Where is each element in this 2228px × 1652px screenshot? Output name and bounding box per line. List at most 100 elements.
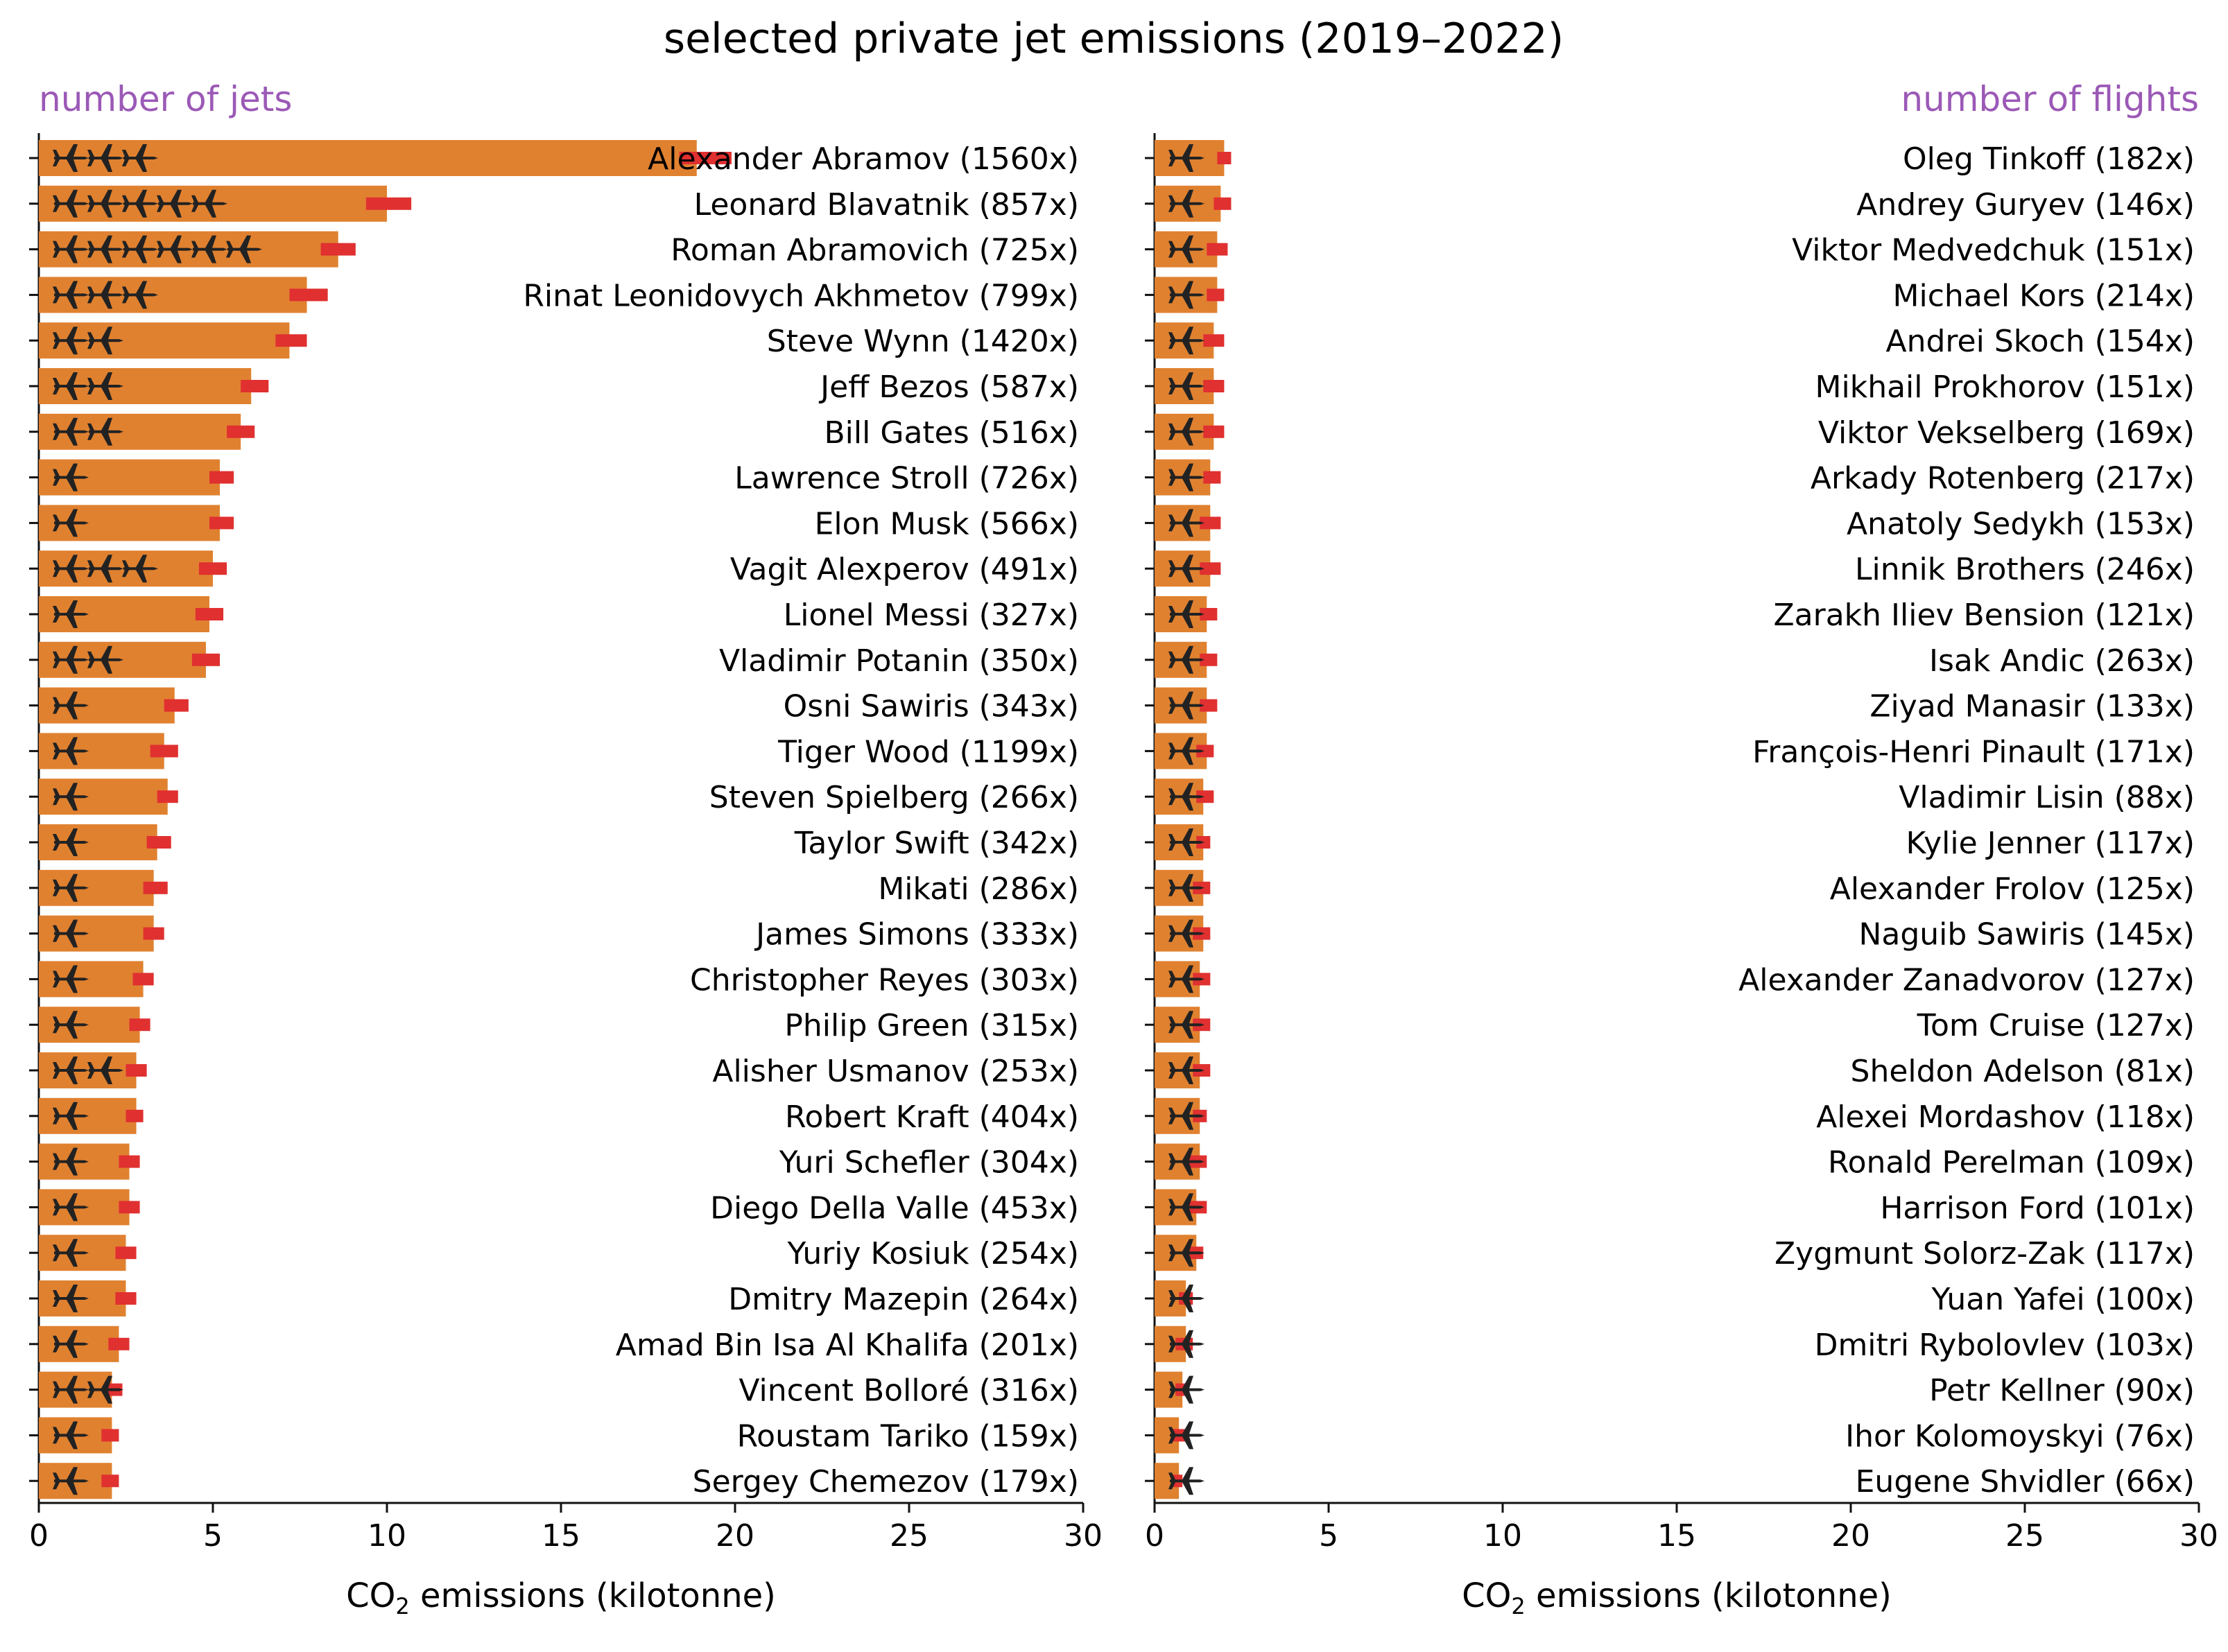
bar-row: Vladimir Potanin (350x) (29, 641, 1079, 679)
jet-icon (53, 828, 89, 856)
jet-icon (1168, 919, 1204, 948)
bar-row: Bill Gates (516x) (29, 413, 1080, 451)
bar-row: Harrison Ford (101x) (1145, 1189, 2195, 1226)
error-bar (108, 1337, 130, 1350)
bar-label: Viktor Medvedchuk (151x) (1792, 233, 2195, 268)
error-bar (115, 1292, 137, 1305)
jet-icon (1168, 965, 1204, 993)
jet-icon (53, 691, 89, 720)
error-bar (1214, 197, 1232, 210)
x-tick-label: 20 (1831, 1518, 1870, 1554)
error-bar (320, 243, 356, 256)
bar-row: Steven Spielberg (266x) (29, 779, 1079, 815)
x-tick-label: 0 (1145, 1518, 1164, 1554)
bar-label: Mikati (286x) (878, 871, 1079, 907)
bar-row: Leonard Blavatnik (857x) (29, 185, 1079, 223)
error-bar (241, 380, 269, 392)
error-bar (1200, 516, 1221, 530)
left-panel: number of jets 0 5 10 15 20 25 30 CO2 emissions … (29, 79, 1103, 1619)
jet-icon (53, 1330, 89, 1358)
panel-subtitle: number of jets (39, 79, 292, 119)
bar-row: Diego Della Valle (453x) (29, 1189, 1079, 1226)
bar-row: Roustam Tariko (159x) (29, 1417, 1079, 1454)
jet-icon (1168, 1147, 1204, 1176)
x-tick-label: 30 (1064, 1518, 1103, 1554)
bar-label: Alexei Mordashov (118x) (1816, 1099, 2195, 1135)
jet-icon (53, 144, 89, 172)
bar-label: Vincent Bolloré (316x) (739, 1373, 1079, 1409)
error-bar (1200, 653, 1218, 666)
bar-label: Arkady Rotenberg (217x) (1811, 461, 2195, 496)
error-bar (1196, 790, 1214, 803)
jet-icon (87, 144, 123, 172)
x-tick-label: 25 (890, 1518, 929, 1554)
bar-row: Linnik Brothers (246x) (1145, 550, 2195, 587)
bar-row: Dmitri Rybolovlev (103x) (1145, 1325, 2195, 1363)
jet-icon (191, 189, 227, 218)
bar-label: Bill Gates (516x) (824, 415, 1080, 451)
bar-row: Viktor Medvedchuk (151x) (1145, 231, 2195, 268)
bar-label: Sheldon Adelson (81x) (1851, 1054, 2195, 1089)
error-bar (209, 471, 234, 484)
jet-icon (53, 189, 89, 218)
bar-label: Amad Bin Isa Al Khalifa (201x) (616, 1328, 1079, 1363)
bar-label: Taylor Swift (342x) (794, 826, 1079, 861)
bar-row: Vincent Bolloré (316x) (29, 1371, 1079, 1409)
jet-icon (1168, 828, 1204, 856)
jet-icon (1168, 1102, 1204, 1130)
jet-icon (87, 1375, 123, 1404)
jet-icon (53, 372, 89, 400)
bar-label: Diego Della Valle (453x) (710, 1190, 1079, 1226)
bar-row: François-Henri Pinault (171x) (1145, 733, 2195, 770)
jet-icon (1168, 1011, 1204, 1039)
error-bar (209, 516, 234, 530)
error-bar (150, 745, 178, 758)
bar-row: Eugene Shvidler (66x) (1145, 1463, 2195, 1499)
bar-label: Eugene Shvidler (66x) (1856, 1464, 2195, 1499)
bar-label: Naguib Sawiris (145x) (1858, 917, 2195, 953)
bar-row: Alisher Usmanov (253x) (29, 1052, 1079, 1089)
bar-label: Steve Wynn (1420x) (767, 324, 1079, 359)
x-tick-label: 20 (716, 1518, 754, 1554)
jet-icon (1168, 1467, 1204, 1495)
bar-row: Naguib Sawiris (145x) (1145, 915, 2195, 953)
right-panel: number of flights 0 5 10 15 20 25 30 CO2 emissio… (1145, 79, 2218, 1619)
jet-icon (1168, 189, 1204, 218)
jet-icon (53, 873, 89, 902)
jet-icon (157, 189, 193, 218)
bar-row: Zygmunt Solorz-Zak (117x) (1145, 1235, 2195, 1271)
error-bar (1207, 243, 1228, 256)
jet-icon (157, 235, 193, 263)
jet-icon (1168, 737, 1204, 765)
bar-label: Linnik Brothers (246x) (1855, 552, 2195, 587)
bar-row: Yuan Yafei (100x) (1145, 1280, 2195, 1317)
bar-row: Yuri Schefler (304x) (29, 1143, 1079, 1181)
bar-label: Elon Musk (566x) (815, 506, 1079, 541)
bar-row: Viktor Vekselberg (169x) (1145, 413, 2195, 451)
bar-row: Jeff Bezos (587x) (29, 368, 1079, 405)
bar-label: Lionel Messi (327x) (784, 598, 1079, 633)
jet-icon (1168, 645, 1204, 674)
jet-icon (53, 919, 89, 948)
jet-icon (53, 417, 89, 446)
bar-row: Alexander Abramov (1560x) (29, 140, 1079, 177)
bar-label: Andrey Guryev (146x) (1856, 187, 2195, 223)
x-tick-label: 10 (368, 1518, 406, 1554)
error-bar (119, 1155, 140, 1168)
bar-label: Anatoly Sedykh (153x) (1847, 506, 2195, 541)
bar-row: Andrey Guryev (146x) (1145, 185, 2195, 223)
bar-row: Zarakh Iliev Bension (121x) (1145, 596, 2195, 633)
bar-row: Alexander Zanadvorov (127x) (1145, 961, 2195, 998)
x-tick-label: 15 (542, 1518, 580, 1554)
bar-row: Vladimir Lisin (88x) (1145, 779, 2195, 815)
jet-icon (53, 235, 89, 263)
jet-icon (53, 1421, 89, 1450)
bar-row: Ihor Kolomoyskyi (76x) (1145, 1417, 2195, 1454)
error-bar (1200, 699, 1218, 712)
error-bar (289, 288, 328, 302)
jet-icon (87, 235, 123, 263)
bar-label: Isak Andic (263x) (1929, 643, 2195, 679)
error-bar (119, 1201, 140, 1214)
error-bar (157, 790, 178, 803)
